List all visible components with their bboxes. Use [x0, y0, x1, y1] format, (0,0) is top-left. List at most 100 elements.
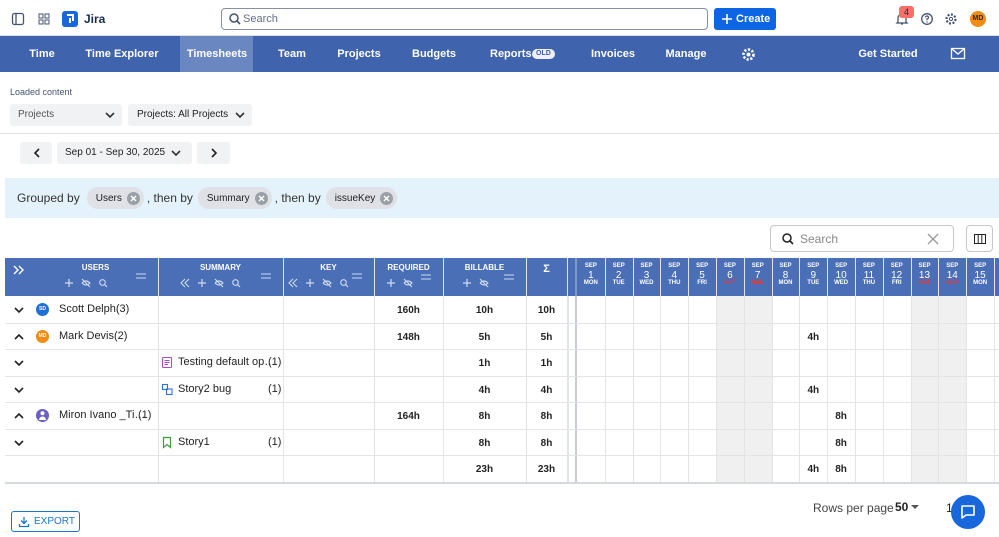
day-weekday: MON — [583, 280, 598, 286]
row-toggle[interactable] — [13, 410, 25, 422]
nav-item[interactable]: Budgets — [412, 48, 456, 60]
nav-item[interactable]: Time — [29, 48, 55, 60]
help-icon[interactable] — [921, 13, 933, 25]
column-header[interactable]: KEY — [320, 263, 337, 272]
header-hide-icon[interactable] — [479, 278, 489, 288]
create-label: Create — [736, 13, 771, 25]
chip-remove[interactable] — [254, 191, 268, 205]
nav-bar: Time Time Explorer Timesheets Team Projects B… — [0, 36, 999, 72]
nav-settings-icon[interactable] — [742, 48, 755, 61]
apps-icon[interactable] — [38, 13, 50, 25]
header-drag-icon[interactable] — [261, 272, 271, 280]
search-box[interactable]: Search — [221, 8, 708, 30]
row-user: Miron Ivano _Ti… — [59, 409, 146, 421]
clear-icon[interactable] — [927, 233, 939, 245]
header-hide-icon[interactable] — [81, 278, 91, 288]
header-collapse-icon[interactable] — [287, 278, 297, 288]
day-number: 14 — [946, 270, 958, 281]
header-add-icon[interactable] — [386, 279, 395, 287]
nav-item[interactable]: Team — [278, 48, 306, 60]
caret — [235, 112, 245, 119]
header-hide-icon[interactable] — [403, 278, 413, 288]
row-avatar: SD — [36, 303, 49, 316]
group-chip[interactable]: issueKey — [325, 187, 398, 209]
nav-item[interactable]: Timesheets — [186, 48, 248, 60]
row-toggle[interactable] — [13, 384, 25, 396]
header-hide-icon[interactable] — [214, 278, 224, 288]
header-drag-icon[interactable] — [504, 273, 514, 281]
row-toggle[interactable] — [13, 437, 25, 449]
filter-dropdown[interactable]: Projects: All Projects — [128, 104, 252, 126]
day-month: SEP — [946, 263, 959, 269]
header-drag-icon[interactable] — [136, 272, 146, 280]
row-billable: 8h — [478, 437, 491, 449]
column-header[interactable]: USERS — [81, 263, 110, 272]
row-total: 8h — [540, 437, 553, 449]
header-drag-icon[interactable] — [421, 273, 431, 281]
day-month: SEP — [640, 263, 653, 269]
settings-icon[interactable] — [945, 13, 957, 25]
day-month: SEP — [807, 263, 820, 269]
header-add-icon[interactable] — [462, 279, 471, 287]
header-hide-icon[interactable] — [322, 278, 332, 288]
day-cell: 8h — [835, 464, 847, 475]
header-collapse-icon[interactable] — [179, 278, 189, 288]
column-header[interactable]: BILLABLE — [464, 263, 505, 272]
day-cell: 4h — [807, 384, 820, 396]
nav-item[interactable]: Projects — [337, 48, 381, 60]
expand-all[interactable] — [13, 265, 25, 275]
plus-icon — [722, 14, 732, 24]
create-button[interactable]: Create — [714, 8, 776, 30]
column-header[interactable]: SUMMARY — [199, 263, 242, 272]
chat-button[interactable] — [951, 495, 985, 529]
row-count: (1) — [268, 356, 282, 368]
column-header[interactable]: REQUIRED — [387, 263, 430, 272]
date-range: Sep 01 - Sep 30, 2025 — [65, 147, 166, 158]
sidebar-icon[interactable] — [11, 12, 25, 26]
columns-button[interactable] — [966, 225, 993, 252]
header-add-icon[interactable] — [305, 279, 314, 287]
prev-button[interactable] — [20, 142, 52, 164]
day-divider — [632, 258, 634, 482]
row-total: 8h — [540, 411, 553, 422]
mail-icon[interactable] — [950, 47, 966, 60]
header-add-icon[interactable] — [64, 279, 73, 287]
day-number: 11 — [863, 270, 875, 281]
nav-item[interactable]: Invoices — [590, 48, 636, 60]
group-chip[interactable]: Users — [86, 187, 144, 209]
table-search[interactable]: Search — [770, 225, 954, 252]
column-header[interactable]: Σ — [543, 263, 550, 275]
filter-dropdown[interactable]: Projects — [10, 104, 122, 126]
next-button[interactable] — [197, 142, 230, 164]
day-divider — [882, 258, 884, 482]
day-month: SEP — [751, 263, 764, 269]
nav-item[interactable]: Manage — [665, 48, 707, 60]
header-add-icon[interactable] — [197, 279, 206, 287]
user-avatar[interactable]: MD — [970, 11, 986, 27]
header-search-icon[interactable] — [98, 279, 107, 288]
page-size[interactable]: 50 — [895, 500, 909, 514]
row-toggle[interactable] — [13, 304, 25, 316]
header-search-icon[interactable] — [231, 279, 240, 288]
day-divider — [799, 258, 801, 482]
row-toggle[interactable] — [13, 357, 25, 369]
app-name: Jira — [84, 12, 106, 26]
weekend-shade — [743, 296, 772, 482]
day-number: 8 — [782, 270, 789, 281]
group-chip[interactable]: Summary — [197, 187, 272, 209]
day-divider — [716, 258, 717, 482]
date-dropdown[interactable]: Sep 01 - Sep 30, 2025 — [57, 142, 192, 164]
nav-item[interactable]: Time Explorer — [85, 48, 159, 60]
chip-remove[interactable] — [126, 191, 140, 205]
get-started[interactable]: Get Started — [858, 48, 918, 60]
chip-remove[interactable] — [380, 191, 394, 205]
header-search-icon[interactable] — [339, 279, 348, 288]
nav-item[interactable]: Reports — [490, 48, 532, 60]
export-button[interactable]: EXPORT — [11, 511, 80, 532]
row-count: (1) — [268, 435, 282, 448]
header-drag-icon[interactable] — [352, 272, 362, 280]
row-toggle[interactable] — [13, 331, 25, 343]
col-divider — [283, 258, 284, 482]
row-divider — [5, 402, 999, 403]
